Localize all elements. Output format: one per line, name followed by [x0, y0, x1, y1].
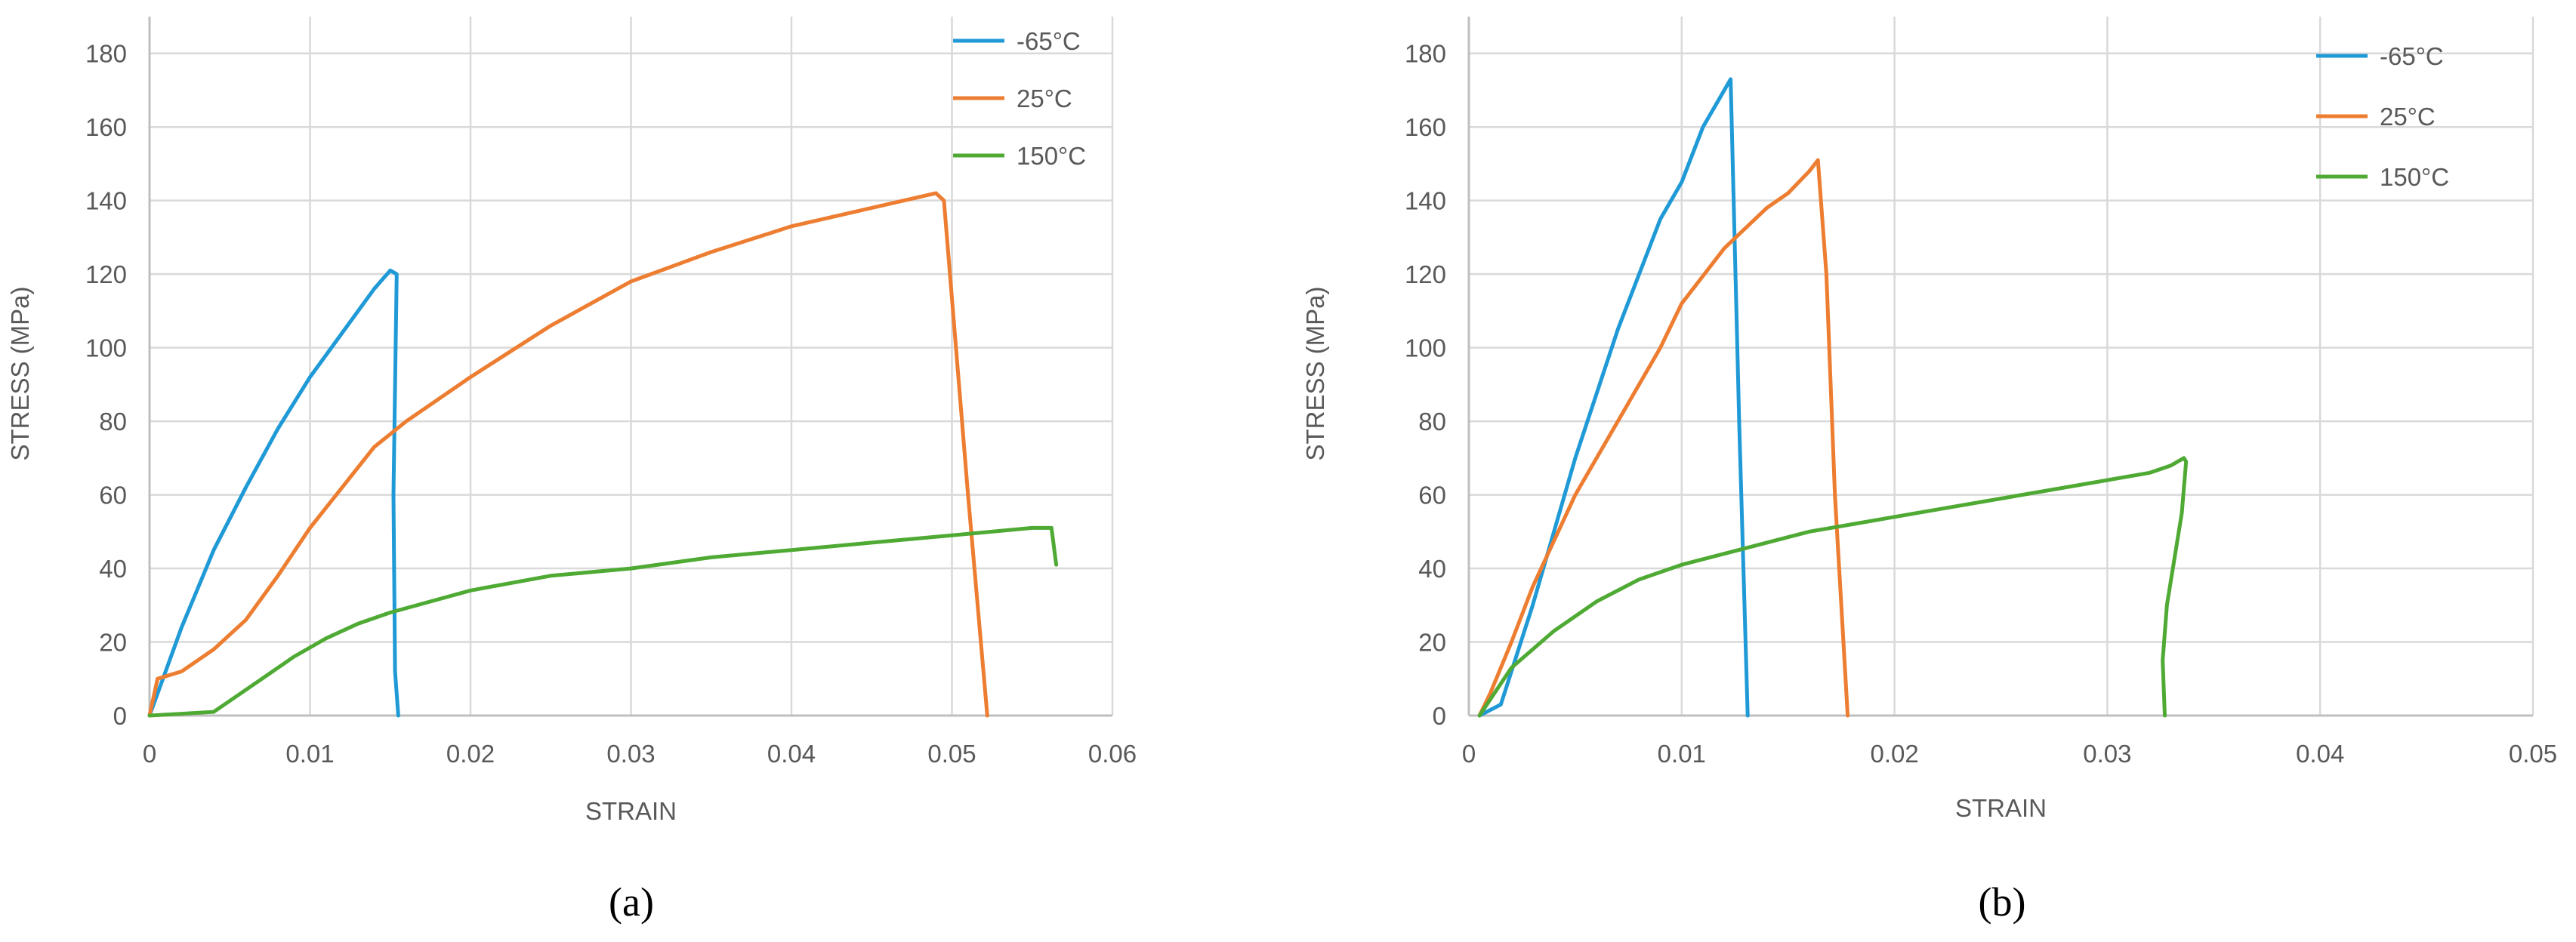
y-tick-label: 20	[99, 629, 127, 657]
y-tick-label: 40	[1418, 555, 1446, 583]
x-tick-label: 0.04	[767, 740, 816, 768]
x-tick-label: 0.05	[927, 740, 976, 768]
y-tick-label: 160	[1405, 113, 1446, 141]
y-tick-label: 60	[1418, 482, 1446, 509]
y-tick-label: 140	[85, 187, 127, 215]
y-tick-label: 180	[1405, 40, 1446, 68]
x-axis-title: STRAIN	[1955, 794, 2047, 822]
y-tick-label: 80	[99, 408, 127, 436]
x-tick-label: 0.06	[1088, 740, 1137, 768]
y-tick-label: 100	[1405, 334, 1446, 362]
y-axis-title: STRESS (MPa)	[1301, 286, 1329, 460]
y-tick-label: 100	[85, 334, 127, 362]
panel-label: (b)	[1979, 879, 2026, 925]
x-tick-label: 0.03	[606, 740, 655, 768]
chart-panel-b: 0 20 40 60 80 100 120 140 160 180 0 0.01 0.02 0.03 0.0…	[1301, 17, 2557, 925]
series-line-2	[147, 191, 989, 718]
y-tick-label: 0	[1433, 702, 1446, 730]
series-line-1	[147, 268, 400, 718]
y-tick-label: 160	[85, 113, 127, 141]
legend-label: -65°C	[1017, 27, 1081, 55]
y-tick-label: 20	[1418, 629, 1446, 657]
y-tick-label: 120	[85, 260, 127, 288]
y-axis-title: STRESS (MPa)	[6, 286, 34, 460]
chart-panel-a: 0 20 40 60 80 100 120 140 160 180 0 0.01 0.02 0.03 0.0…	[6, 17, 1137, 925]
y-tick-label: 0	[113, 702, 127, 730]
legend-label: 150°C	[2380, 163, 2449, 191]
y-tick-label: 140	[1405, 187, 1446, 215]
y-tick-label: 80	[1418, 408, 1446, 436]
legend-label: 150°C	[1017, 142, 1086, 170]
x-axis-title: STRAIN	[585, 797, 677, 825]
x-tick-label: 0	[1462, 740, 1476, 768]
legend-label: -65°C	[2380, 42, 2444, 70]
y-tick-label: 120	[1405, 260, 1446, 288]
x-tick-label: 0.01	[1658, 740, 1706, 768]
x-tick-label: 0.02	[1870, 740, 1918, 768]
panel-label: (a)	[609, 879, 654, 925]
y-tick-label: 60	[99, 482, 127, 509]
series-line-1	[1477, 77, 1750, 718]
x-tick-label: 0.02	[446, 740, 495, 768]
legend-label: 25°C	[1017, 85, 1072, 112]
series-line-3	[147, 525, 1059, 718]
series-line-2	[1477, 158, 1850, 718]
y-tick-label: 40	[99, 555, 127, 583]
legend-label: 25°C	[2380, 103, 2436, 131]
series-line-3	[1477, 456, 2189, 718]
x-tick-label: 0.04	[2296, 740, 2344, 768]
x-tick-label: 0.03	[2083, 740, 2131, 768]
x-tick-label: 0.01	[285, 740, 334, 768]
y-tick-label: 180	[85, 40, 127, 68]
x-tick-label: 0.05	[2509, 740, 2557, 768]
x-tick-label: 0	[143, 740, 156, 768]
